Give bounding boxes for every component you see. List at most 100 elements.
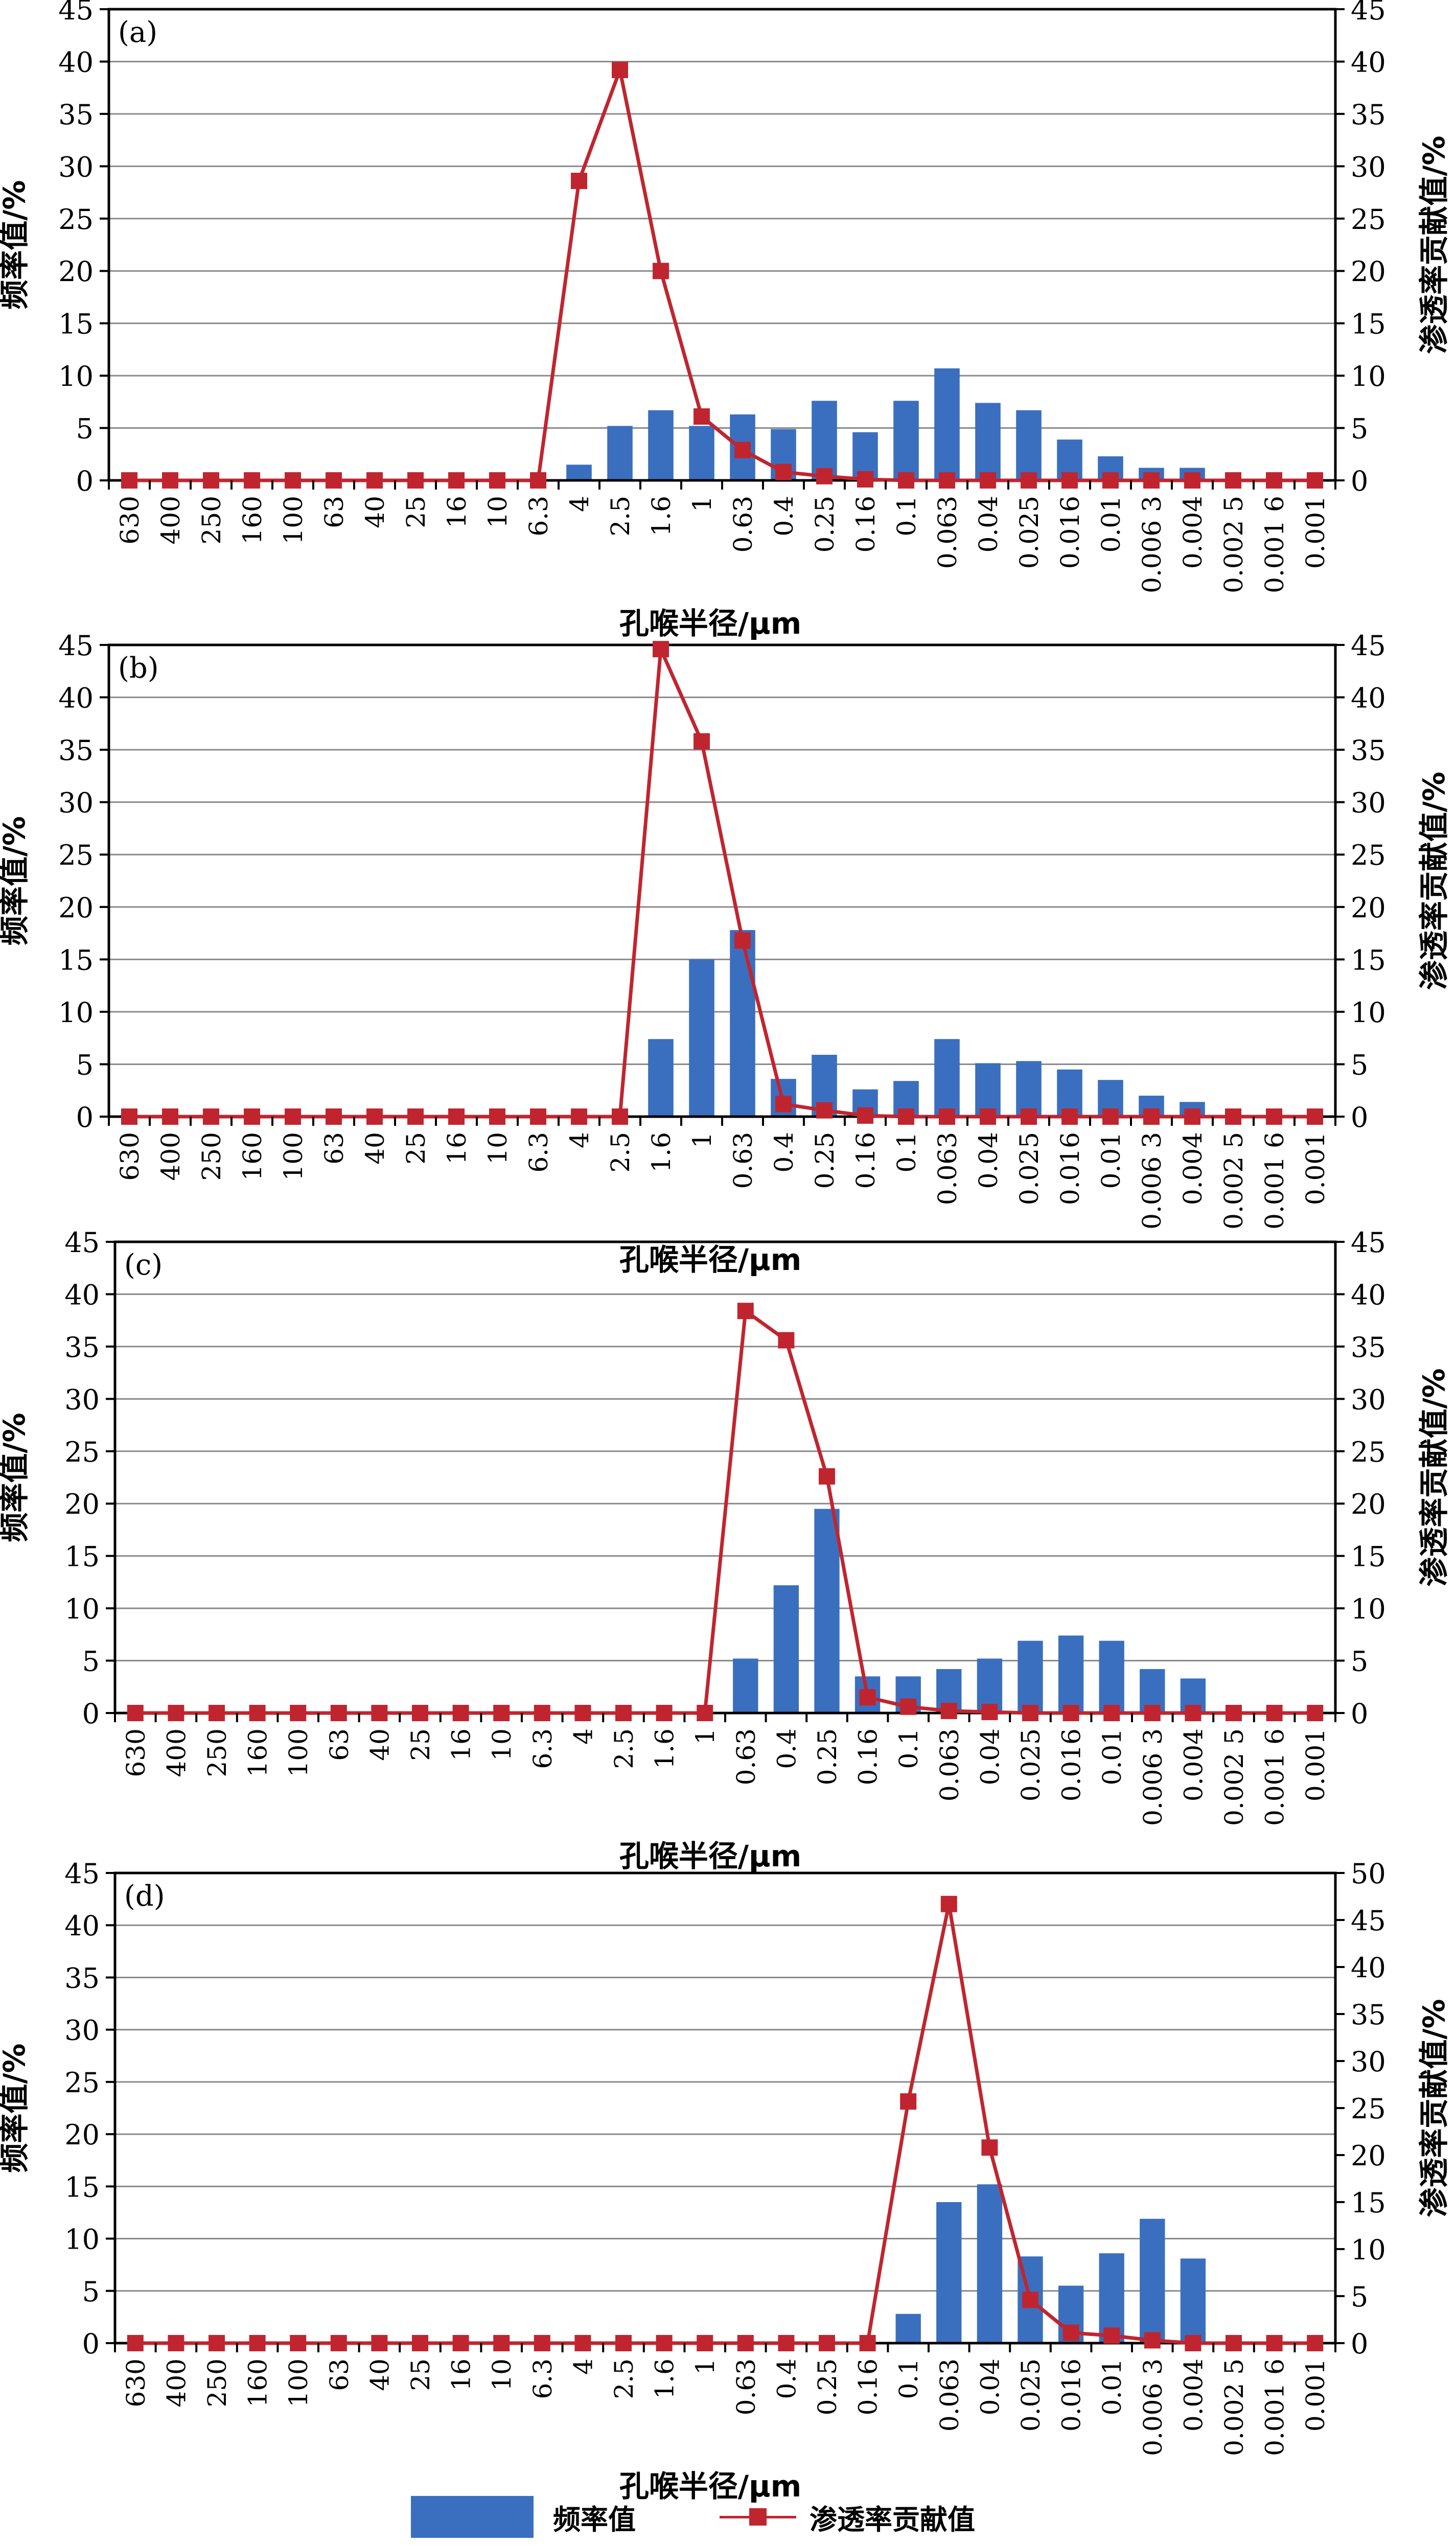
x-tick-label: 40 <box>365 1728 395 1761</box>
line-point <box>162 472 178 489</box>
line-point <box>168 2335 184 2351</box>
bar <box>977 2184 1003 2343</box>
line-point <box>290 2335 307 2351</box>
line-point <box>1266 1108 1282 1125</box>
x-tick-label: 0.002 5 <box>1219 2358 1249 2456</box>
line-point <box>857 471 873 488</box>
line-point <box>1266 1705 1283 1721</box>
line-point <box>1143 472 1160 489</box>
line-point <box>1184 472 1200 489</box>
panel-label: (d) <box>124 1880 165 1913</box>
line-point <box>448 472 465 489</box>
left-tick-label: 35 <box>58 99 94 131</box>
line-point <box>407 472 424 489</box>
x-tick-label: 0.025 <box>1014 1132 1044 1205</box>
x-tick-label: 0.63 <box>728 496 758 552</box>
line-point <box>574 1705 591 1721</box>
right-tick-label: 40 <box>1351 1279 1386 1311</box>
right-tick-label: 25 <box>1351 1436 1386 1468</box>
line-point <box>1102 1108 1119 1125</box>
line-point <box>940 1702 957 1719</box>
x-tick-label: 0.04 <box>974 496 1003 552</box>
right-tick-label: 10 <box>1351 1593 1386 1625</box>
x-tick-label: 0.1 <box>894 1728 923 1769</box>
panel-label: (a) <box>118 16 157 49</box>
left-tick-label: 15 <box>58 308 94 340</box>
right-tick-label: 10 <box>1351 997 1386 1029</box>
line-point <box>1022 1705 1038 1721</box>
chart-panel-2: 0 5 10 15 20 25 30 35 40 45 0 5 10 15 20 25 30 35 40 45 630 4… <box>0 630 1451 1277</box>
line-point <box>1102 472 1119 489</box>
bar <box>648 1039 674 1117</box>
x-tick-label: 0.001 <box>1301 496 1330 569</box>
plot-frame <box>113 1240 1337 1715</box>
line-point <box>127 1705 144 1721</box>
line-point <box>737 2335 754 2351</box>
bar <box>1099 1640 1124 1713</box>
right-y-axis-title: 渗透率贡献值/% <box>1417 1999 1451 2217</box>
permeability-line <box>129 68 1315 482</box>
line-point <box>737 1303 754 1320</box>
left-tick-label: 0 <box>76 465 94 497</box>
line-point <box>371 1705 388 1721</box>
left-tick-label: 5 <box>82 1646 100 1678</box>
x-tick-label: 2.5 <box>609 2358 639 2399</box>
chart-panel-3: 0 5 10 15 20 25 30 35 40 45 0 5 10 15 20 25 30 35 40 45 630 4… <box>0 1227 1451 1873</box>
x-tick-label: 25 <box>401 1132 431 1165</box>
right-y-axis-title: 渗透率贡献值/% <box>1417 772 1451 990</box>
x-tick-label: 100 <box>279 1132 308 1181</box>
x-tick-label: 0.63 <box>731 1728 761 1785</box>
line-point <box>1266 2335 1283 2351</box>
legend-item-frequency: 频率值 <box>411 2494 636 2540</box>
line-point <box>168 1705 184 1721</box>
line-point <box>1307 2335 1324 2351</box>
left-tick-label: 30 <box>64 1383 100 1416</box>
right-tick-label: 10 <box>1351 360 1386 392</box>
x-tick-label: 400 <box>161 2358 191 2407</box>
x-tick-label: 0.4 <box>772 1728 801 1769</box>
left-tick-label: 10 <box>64 2224 100 2256</box>
line-point <box>694 733 710 750</box>
x-tick-label: 400 <box>156 1132 186 1181</box>
left-tick-label: 10 <box>58 997 94 1029</box>
x-tick-label: 6.3 <box>524 1132 553 1173</box>
line-point <box>571 1108 587 1125</box>
legend: 频率值 渗透率贡献值 <box>0 2494 1456 2540</box>
permeability-line <box>135 1309 1315 1715</box>
line-point <box>326 472 342 489</box>
x-tick-label: 0.001 <box>1301 1728 1330 1801</box>
x-tick-label: 0.1 <box>894 2358 923 2399</box>
line-point <box>530 472 546 489</box>
chart-panel-1: 0 5 10 15 20 25 30 35 40 45 0 5 10 15 20 25 30 35 40 45 630 4… <box>0 0 1451 641</box>
line-point <box>1226 2335 1242 2351</box>
x-tick-label: 10 <box>487 1728 517 1761</box>
left-y-axis-title: 频率值/% <box>0 816 32 945</box>
x-tick-label: 1.6 <box>650 2358 680 2399</box>
line-point <box>1021 1108 1037 1125</box>
x-tick-label: 630 <box>115 1132 145 1181</box>
left-tick-label: 30 <box>58 151 94 183</box>
left-tick-label: 35 <box>64 1331 100 1363</box>
x-tick-label: 1 <box>690 2358 720 2375</box>
x-tick-label: 0.002 5 <box>1219 1132 1249 1230</box>
right-tick-label: 5 <box>1351 1646 1368 1678</box>
x-tick-label: 630 <box>121 2358 151 2407</box>
x-tick-label: 0.006 3 <box>1137 1132 1167 1230</box>
x-tick-label: 0.04 <box>974 1132 1003 1189</box>
line-point <box>1225 472 1241 489</box>
line-point <box>1226 1705 1242 1721</box>
x-tick-label: 25 <box>401 496 431 528</box>
left-tick-label: 20 <box>64 2119 100 2151</box>
left-tick-label: 20 <box>64 1488 100 1520</box>
bar <box>1140 2218 1165 2343</box>
bar <box>689 959 714 1117</box>
x-tick-label: 10 <box>487 2358 517 2391</box>
x-tick-label: 0.16 <box>851 1132 881 1189</box>
line-point <box>1184 1108 1200 1125</box>
left-tick-label: 45 <box>64 1227 100 1259</box>
x-tick-label: 0.16 <box>853 2358 883 2415</box>
line-point <box>1144 2332 1161 2349</box>
bar <box>1018 1640 1043 1713</box>
panel-label: (b) <box>118 652 159 685</box>
x-tick-label: 0.016 <box>1055 496 1085 569</box>
